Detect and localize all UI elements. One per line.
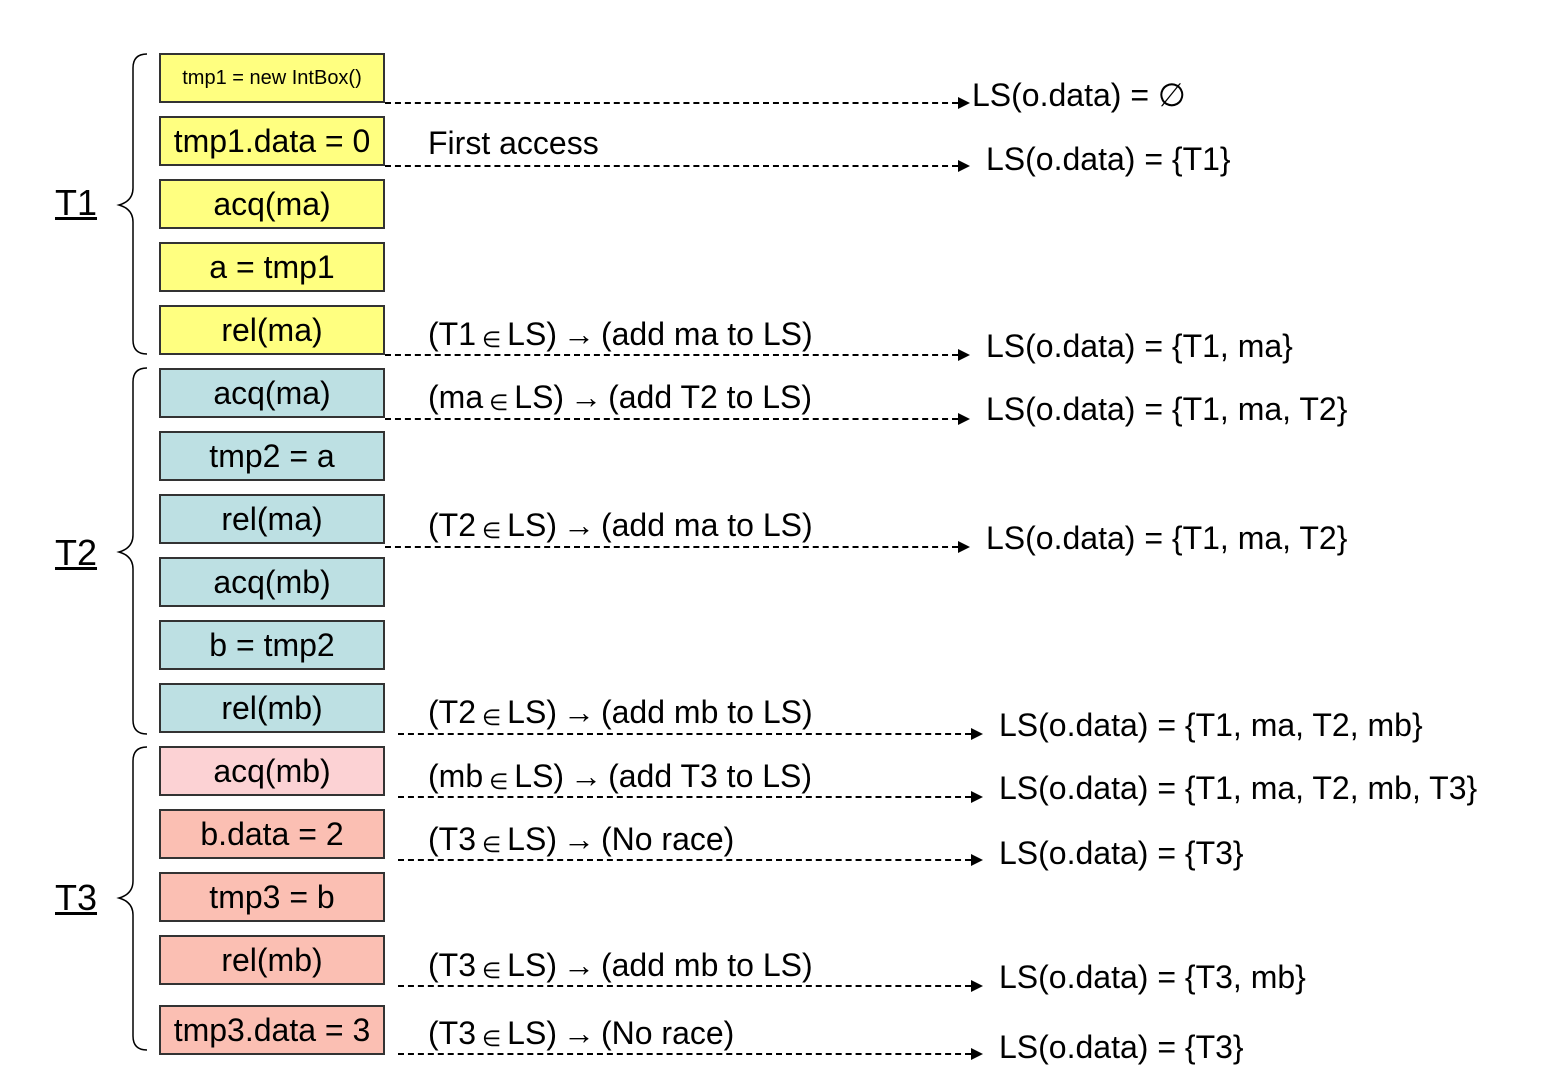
step-box: tmp3.data = 3 xyxy=(159,1005,385,1055)
thread-label-t2: T2 xyxy=(55,532,98,573)
lockset-state: LS(o.data) = {T3} xyxy=(999,835,1244,871)
t3-brace xyxy=(116,746,148,1051)
lockset-state: LS(o.data) = {T1, ma, T2} xyxy=(986,520,1348,556)
step-box: a = tmp1 xyxy=(159,242,385,292)
lockset-state: LS(o.data) = {T1, ma, T2, mb, T3} xyxy=(999,770,1478,806)
arrow-head xyxy=(971,854,983,866)
thread-label-t1: T1 xyxy=(55,182,98,223)
step-box: tmp2 = a xyxy=(159,431,385,481)
note-rule: (T3 ∈ LS) → (add mb to LS) xyxy=(428,947,813,983)
arrow-head xyxy=(971,728,983,740)
step-box: tmp1.data = 0 xyxy=(159,116,385,166)
step-box: acq(mb) xyxy=(159,746,385,796)
dashed-arrow-line xyxy=(385,354,958,356)
arrow-head xyxy=(958,160,970,172)
note-rule: (T2 ∈ LS) → (add ma to LS) xyxy=(428,507,813,543)
dashed-arrow-line xyxy=(385,546,958,548)
step-box: acq(ma) xyxy=(159,368,385,418)
step-box: acq(mb) xyxy=(159,557,385,607)
dashed-arrow-line xyxy=(398,733,971,735)
t2-brace xyxy=(116,367,148,735)
note-rule: (T1 ∈ LS) → (add ma to LS) xyxy=(428,316,813,352)
dashed-arrow-line xyxy=(398,796,971,798)
arrow-head xyxy=(958,413,970,425)
arrow-head xyxy=(958,541,970,553)
note-first-access: First access xyxy=(428,125,599,161)
note-rule: (T3 ∈ LS) → (No race) xyxy=(428,1015,735,1051)
step-box: b = tmp2 xyxy=(159,620,385,670)
lockset-state: LS(o.data) = {T1} xyxy=(986,141,1231,177)
step-box: b.data = 2 xyxy=(159,809,385,859)
arrow-head xyxy=(971,1048,983,1060)
lockset-state: LS(o.data) = {T3} xyxy=(999,1029,1244,1065)
dashed-arrow-line xyxy=(398,985,971,987)
thread-braces xyxy=(116,53,148,1051)
lockset-state: LS(o.data) = {T1, ma, T2, mb} xyxy=(999,707,1423,743)
lockset-state: LS(o.data) = {T1, ma, T2} xyxy=(986,391,1348,427)
note-rule: (mb ∈ LS) → (add T3 to LS) xyxy=(428,758,813,794)
step-box: rel(ma) xyxy=(159,494,385,544)
dashed-arrow-line xyxy=(385,418,958,420)
step-box: tmp3 = b xyxy=(159,872,385,922)
step-box: rel(mb) xyxy=(159,683,385,733)
note-rule: (T3 ∈ LS) → (No race) xyxy=(428,821,735,857)
arrow-head xyxy=(958,97,970,109)
step-box: acq(ma) xyxy=(159,179,385,229)
thread-label-t3: T3 xyxy=(55,877,98,918)
step-box: rel(ma) xyxy=(159,305,385,355)
arrow-head xyxy=(971,980,983,992)
t1-brace xyxy=(116,53,148,355)
dashed-arrow-line xyxy=(385,165,958,167)
step-box: rel(mb) xyxy=(159,935,385,985)
dashed-arrow-line xyxy=(398,859,971,861)
dashed-arrow-line xyxy=(385,102,958,104)
step-box: tmp1 = new IntBox() xyxy=(159,53,385,103)
note-rule: (T2 ∈ LS) → (add mb to LS) xyxy=(428,694,813,730)
lockset-state: LS(o.data) = {T1, ma} xyxy=(986,328,1293,364)
arrow-head xyxy=(971,791,983,803)
note-rule: (ma ∈ LS) → (add T2 to LS) xyxy=(428,379,813,415)
dashed-arrow-line xyxy=(398,1053,971,1055)
lockset-state: LS(o.data) = ∅ xyxy=(972,77,1186,113)
arrow-head xyxy=(958,349,970,361)
lockset-state: LS(o.data) = {T3, mb} xyxy=(999,959,1306,995)
